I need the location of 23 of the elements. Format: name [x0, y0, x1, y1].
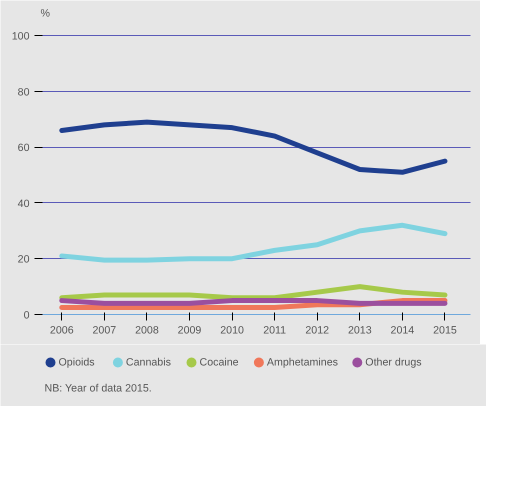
y-tick-label: 60	[18, 142, 30, 154]
legend-label: Other drugs	[365, 356, 422, 368]
legend-label: Opioids	[58, 356, 95, 368]
x-tick-label: 2010	[220, 324, 244, 336]
x-tick-label: 2008	[135, 324, 159, 336]
x-tick-label: 2006	[50, 324, 74, 336]
y-tick-label: 100	[12, 30, 30, 43]
legend-label: Cocaine	[200, 356, 239, 368]
y-tick-label: 80	[18, 86, 30, 98]
x-tick-label: 2007	[92, 324, 116, 336]
y-tick-label: 20	[18, 254, 30, 266]
y-tick-label: 40	[18, 198, 30, 210]
y-axis-title: %	[40, 8, 50, 20]
x-tick-label: 2015	[433, 324, 457, 336]
x-tick-label: 2014	[390, 324, 414, 336]
x-tick-label: 2012	[305, 324, 330, 336]
x-tick-label: 2009	[178, 324, 202, 336]
text: NB: Year of data 2015.	[44, 382, 152, 394]
y-tick-label: 0	[24, 310, 30, 322]
x-tick-label: 2013	[348, 324, 372, 336]
x-tick-label: 2011	[263, 324, 286, 336]
legend-label: Amphetamines	[266, 356, 338, 368]
legend-label: Cannabis	[126, 356, 171, 368]
